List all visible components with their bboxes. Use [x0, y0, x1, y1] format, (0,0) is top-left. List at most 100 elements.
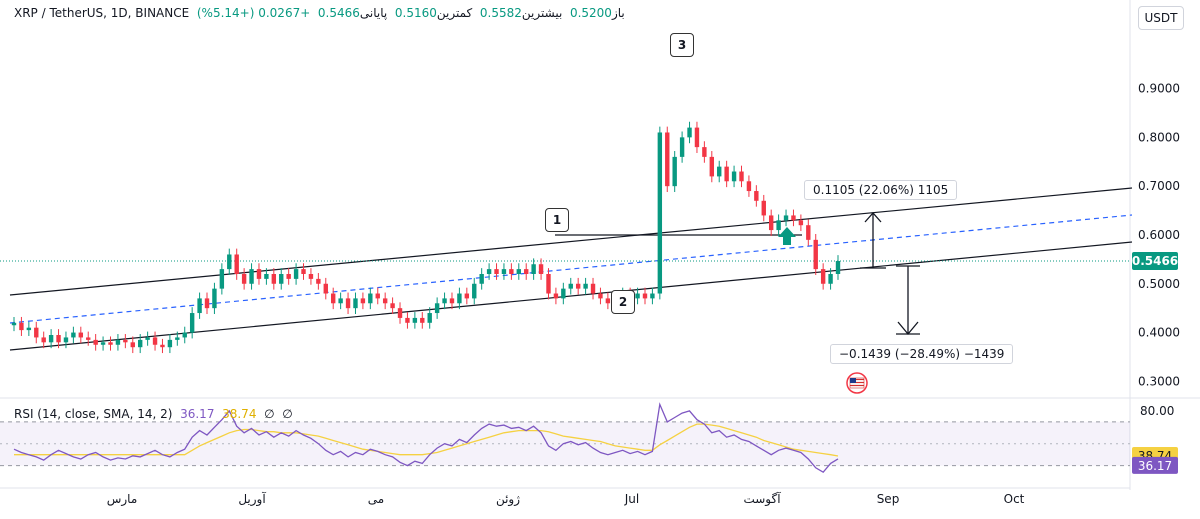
last-price-badge: [1132, 252, 1178, 271]
candle-body: [561, 288, 566, 299]
candle-body: [724, 166, 729, 182]
candle-body: [63, 337, 69, 343]
rsi-sma-line: [14, 423, 839, 457]
candle-body: [100, 342, 106, 345]
price-tick-label: 0.3000: [1138, 374, 1180, 388]
candle-body: [241, 274, 247, 284]
candle-body: [390, 303, 395, 309]
channel-upper-line: [9, 187, 1133, 296]
candle-body: [256, 269, 262, 279]
open-label: باز: [611, 6, 625, 20]
pin-3[interactable]: 3: [670, 33, 694, 57]
candle-body: [301, 269, 306, 274]
low-label: کمترین: [436, 6, 473, 20]
candle-body: [234, 254, 239, 274]
candle-body: [123, 339, 128, 343]
candle-body: [130, 342, 135, 348]
change-value: +0.0267 (+5.14%): [196, 6, 311, 20]
candle-body: [479, 274, 484, 284]
candle-body: [828, 274, 833, 284]
candle-body: [575, 283, 581, 289]
candle-body: [739, 171, 744, 182]
rsi-value: 36.17: [180, 407, 215, 421]
price-tick-label: 0.6000: [1138, 228, 1180, 242]
candle-body: [449, 298, 455, 304]
candle-body: [279, 274, 284, 284]
candle-body: [509, 269, 514, 274]
rsi-sma-value: 38.74: [222, 407, 257, 421]
last-price-label: 0.5466: [1132, 254, 1178, 268]
time-tick-label: Sep: [877, 492, 900, 506]
candle-body: [761, 200, 766, 216]
up-arrow-marker: [778, 227, 796, 245]
candle-body: [494, 269, 499, 274]
candle-body: [160, 344, 165, 348]
time-tick-label: Oct: [1004, 492, 1025, 506]
channel-lower-line: [9, 241, 1133, 351]
candle-body: [308, 274, 314, 279]
candle-body: [813, 239, 818, 270]
pin-1[interactable]: 1: [545, 208, 569, 232]
rsi-tick-label: 80.00: [1140, 404, 1174, 418]
candle-body: [672, 156, 677, 187]
close-value: 0.5466: [317, 6, 360, 20]
candle-body: [754, 191, 759, 201]
currency-button[interactable]: USDT: [1138, 6, 1184, 30]
rsi-label[interactable]: RSI (14, close, SMA, 14, 2): [14, 407, 173, 421]
candle-body: [731, 171, 737, 182]
upper-measure-label: 0.1105 (22.06%) 1105: [804, 180, 958, 200]
candle-body: [182, 332, 187, 338]
candle-body: [590, 283, 596, 294]
candle-body: [249, 269, 254, 284]
rsi-header: RSI (14, close, SMA, 14, 2) 36.17 38.74 …: [14, 407, 293, 421]
time-tick-label: می: [368, 492, 384, 506]
candle-body: [486, 269, 492, 274]
candle-body: [457, 293, 462, 304]
candle-body: [538, 264, 544, 274]
channel-mid-line: [9, 214, 1133, 324]
pin-2[interactable]: 2: [611, 290, 635, 314]
candle-body: [212, 288, 217, 309]
time-tick-label: ژوئن: [496, 492, 520, 507]
lower-measure-label: −0.1439 (−28.49%) −1439: [830, 344, 1014, 364]
upper-measure-arrowhead: [864, 212, 882, 223]
rsi-value-badge: [1132, 456, 1178, 474]
rsi-extra-1: ∅: [264, 407, 275, 421]
rsi-extra-2: ∅: [282, 407, 293, 421]
low-value: 0.5160: [394, 6, 437, 20]
candle-body: [56, 335, 61, 343]
candle-body: [553, 293, 559, 299]
candle-body: [783, 215, 789, 221]
symbol-label[interactable]: XRP / TetherUS, 1D, BINANCE: [14, 6, 190, 20]
candle-body: [679, 137, 685, 157]
candle-body: [152, 337, 158, 345]
candle-body: [93, 339, 98, 345]
candle-body: [709, 156, 715, 177]
candle-body: [791, 215, 796, 221]
candle-body: [635, 293, 640, 299]
candle-body: [583, 283, 588, 289]
candle-body: [323, 283, 328, 294]
candle-body: [642, 293, 648, 299]
candle-body: [746, 181, 752, 192]
candle-body: [286, 274, 291, 279]
candle-body: [197, 298, 202, 314]
open-value: 0.5200: [569, 6, 612, 20]
candle-body: [78, 332, 84, 338]
chart-header: XRP / TetherUS, 1D, BINANCE باز0.5200 بی…: [14, 6, 625, 20]
candle-body: [338, 298, 343, 304]
high-value: 0.5582: [479, 6, 522, 20]
candle-body: [26, 327, 32, 331]
candle-body: [293, 269, 299, 279]
candle-body: [382, 298, 388, 304]
time-tick-label: Jul: [624, 492, 639, 506]
candle-body: [605, 298, 611, 304]
candle-body: [316, 278, 321, 284]
candle-body: [167, 339, 173, 348]
candle-body: [34, 327, 39, 338]
candle-body: [598, 293, 603, 299]
close-label: پایانی: [359, 6, 388, 20]
candle-body: [798, 220, 804, 226]
